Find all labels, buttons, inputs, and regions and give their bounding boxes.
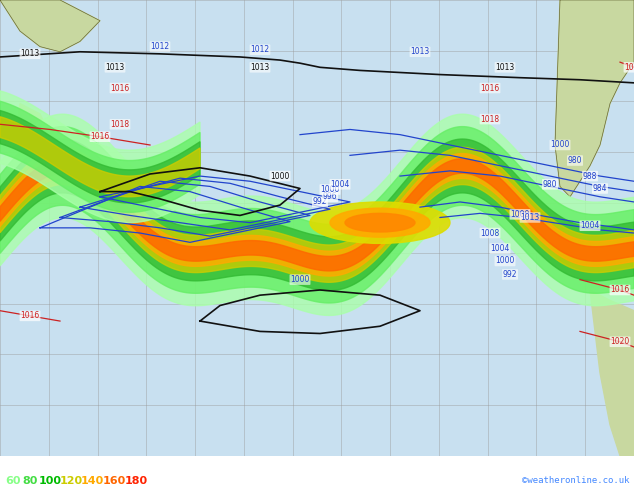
Text: 100: 100 [39, 476, 62, 486]
Text: 1020: 1020 [611, 337, 630, 346]
Text: 1000: 1000 [290, 275, 309, 284]
Text: 70W: 70W [628, 464, 634, 469]
Text: 1013: 1013 [521, 213, 540, 222]
Text: 1012: 1012 [250, 45, 269, 54]
Polygon shape [0, 101, 200, 212]
Text: 984: 984 [593, 184, 607, 193]
Text: 110W: 110W [415, 464, 430, 469]
Text: 1016: 1016 [20, 311, 39, 320]
Text: 1004: 1004 [580, 221, 600, 230]
Text: 60: 60 [5, 476, 20, 486]
Text: 1000: 1000 [320, 185, 340, 194]
Text: 1018: 1018 [481, 115, 500, 123]
Text: 120W: 120W [363, 464, 377, 469]
Text: 130W: 130W [309, 464, 325, 469]
Text: 170E: 170E [0, 464, 8, 469]
Text: 100W: 100W [468, 464, 483, 469]
Text: 80: 80 [22, 476, 37, 486]
Text: 996: 996 [323, 192, 337, 201]
Text: 160W: 160W [151, 464, 166, 469]
Text: 1008: 1008 [481, 228, 500, 238]
Ellipse shape [330, 208, 430, 237]
Text: 980: 980 [568, 156, 582, 165]
Text: 1016: 1016 [611, 286, 630, 294]
Text: 1013: 1013 [20, 49, 39, 58]
Text: 992: 992 [503, 270, 517, 279]
Circle shape [69, 175, 81, 188]
Polygon shape [0, 159, 634, 271]
Polygon shape [0, 114, 634, 316]
Text: 1016: 1016 [110, 83, 129, 93]
Ellipse shape [310, 202, 450, 244]
Text: 180: 180 [47, 464, 58, 469]
Polygon shape [0, 153, 634, 276]
Text: 1018: 1018 [110, 120, 129, 129]
Polygon shape [0, 147, 634, 282]
Polygon shape [0, 139, 634, 291]
Ellipse shape [345, 213, 415, 232]
Text: Tu 04-06-2024 00:00 UTC (12+12): Tu 04-06-2024 00:00 UTC (12+12) [462, 464, 629, 473]
Text: 1000: 1000 [550, 141, 570, 149]
Text: 160: 160 [103, 476, 126, 486]
Text: 1016: 1016 [91, 132, 110, 141]
Text: 1000: 1000 [510, 210, 529, 219]
Text: 1013: 1013 [410, 47, 430, 56]
Circle shape [20, 181, 30, 192]
Text: 140W: 140W [257, 464, 271, 469]
Polygon shape [0, 0, 100, 52]
Text: 1013: 1013 [495, 63, 515, 72]
Polygon shape [0, 126, 634, 303]
Text: 150W: 150W [204, 464, 219, 469]
Text: ©weatheronline.co.uk: ©weatheronline.co.uk [522, 476, 629, 485]
Polygon shape [590, 290, 634, 456]
Polygon shape [0, 111, 200, 203]
Text: 1013: 1013 [105, 63, 125, 72]
Polygon shape [0, 91, 200, 222]
Text: 1016: 1016 [481, 83, 500, 93]
Text: 140: 140 [81, 476, 104, 486]
Text: 1013: 1013 [250, 63, 269, 72]
Polygon shape [18, 103, 50, 150]
Text: 120: 120 [60, 476, 83, 486]
Text: 1000: 1000 [270, 172, 290, 181]
Text: 1000: 1000 [495, 256, 515, 266]
Circle shape [52, 157, 68, 174]
Text: Jet stream/SLP [kts] ECMWF: Jet stream/SLP [kts] ECMWF [5, 464, 145, 473]
Text: 1013: 1013 [624, 63, 634, 72]
Text: 1012: 1012 [150, 42, 169, 51]
Text: 80W: 80W [576, 464, 587, 469]
Text: 90W: 90W [522, 464, 534, 469]
Text: 180: 180 [125, 476, 148, 486]
Polygon shape [555, 0, 634, 197]
Text: 1004: 1004 [330, 180, 350, 189]
Text: 1004: 1004 [490, 244, 510, 253]
Text: 980: 980 [543, 180, 557, 189]
Polygon shape [0, 117, 200, 197]
Text: 992: 992 [313, 197, 327, 206]
Text: 988: 988 [583, 172, 597, 181]
Text: 170W: 170W [98, 464, 113, 469]
